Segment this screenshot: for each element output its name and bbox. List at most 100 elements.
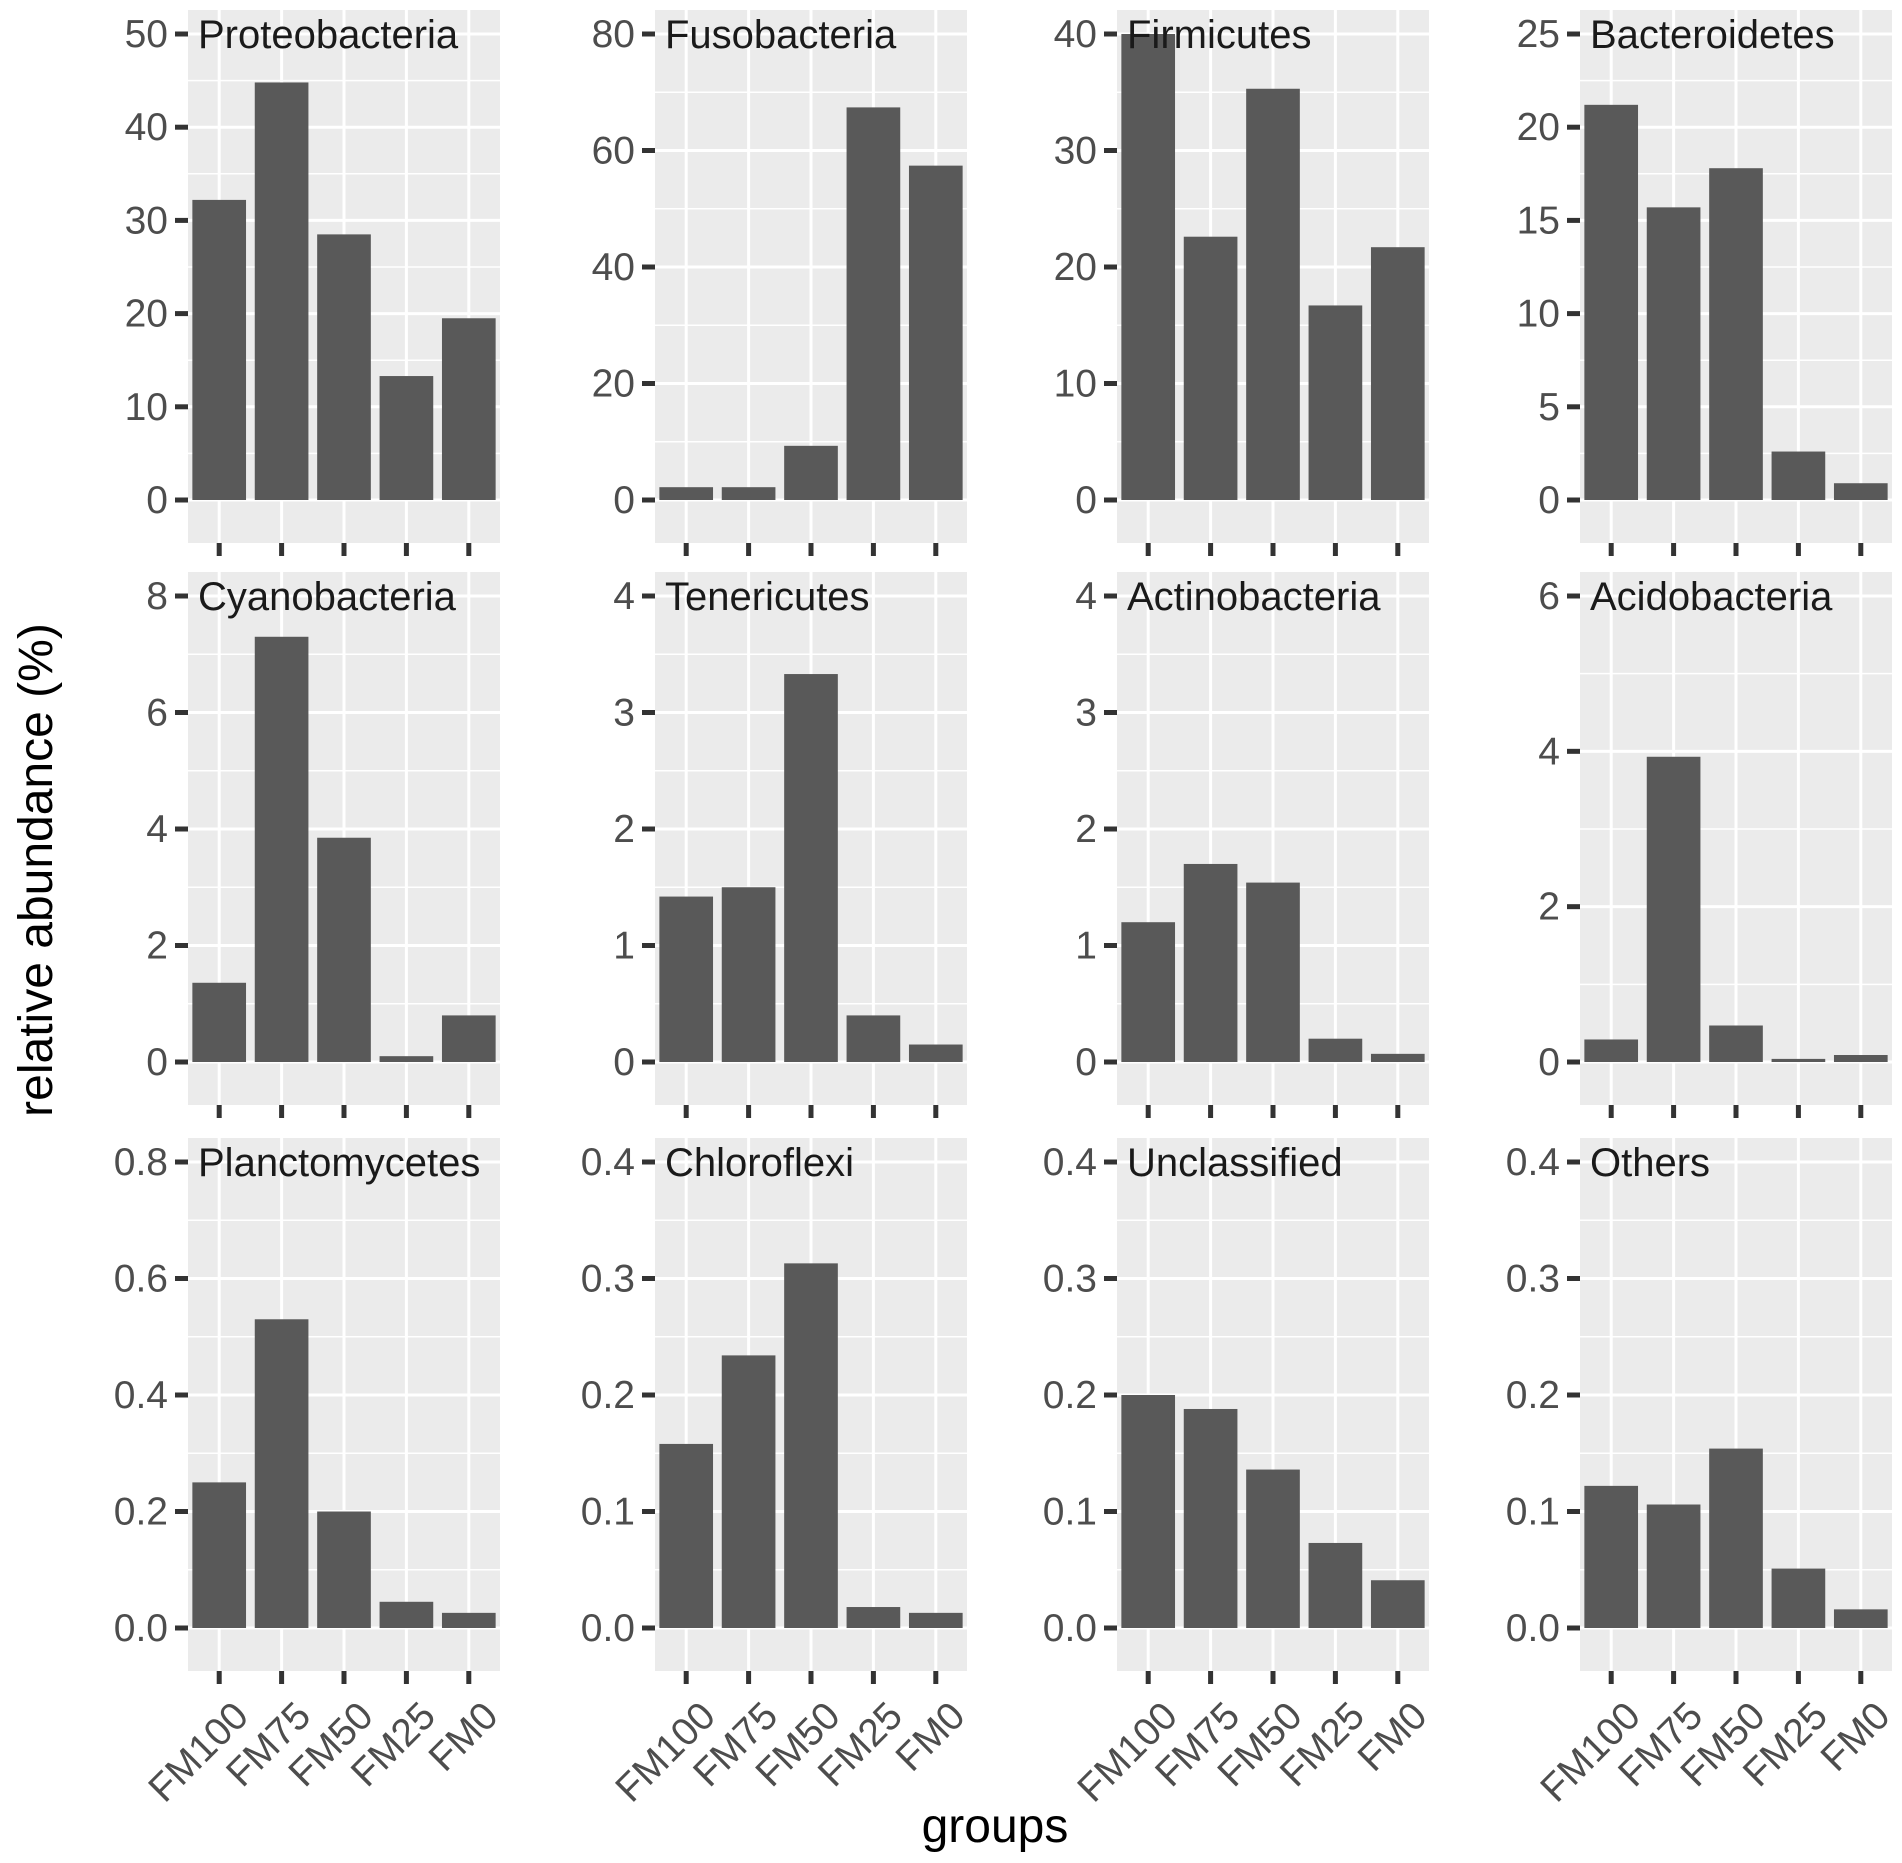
panel-planctomycetes: 0.00.20.40.60.8 PlanctomycetesFM100FM75FM… (114, 1138, 507, 1810)
y-tick-label: 25 (1517, 13, 1560, 56)
y-tick-label: 0.0 (1506, 1607, 1560, 1650)
y-tick-label: 0 (1075, 1041, 1097, 1084)
bar-tenericutes-fm25 (846, 1015, 901, 1062)
y-tick-label: 0.4 (1506, 1141, 1560, 1184)
bar-planctomycetes-fm100 (192, 1482, 247, 1628)
y-tick-label: 0.1 (581, 1491, 635, 1534)
y-tick-label: 40 (125, 106, 168, 149)
x-tick-label: FM0 (421, 1694, 507, 1780)
bar-fusobacteria-fm50 (784, 445, 838, 500)
y-tick-label: 6 (1538, 575, 1560, 618)
bar-cyanobacteria-fm100 (192, 982, 247, 1062)
y-tick-label: 4 (146, 808, 168, 851)
bar-planctomycetes-fm75 (254, 1319, 309, 1628)
panel-fusobacteria: 0 20 40 60 80 Fusobacteria (592, 10, 967, 556)
bar-actinobacteria-fm50 (1246, 882, 1300, 1062)
y-tick-label: 3 (613, 692, 635, 735)
y-tick-label: 0.1 (1506, 1491, 1560, 1534)
bar-acidobacteria-fm50 (1709, 1025, 1763, 1062)
panel-tenericutes: 0 1 2 3 4 Tenericutes (613, 572, 967, 1118)
bar-firmicutes-fm75 (1183, 236, 1238, 500)
y-tick-label: 2 (1075, 808, 1097, 851)
bar-planctomycetes-fm25 (379, 1601, 434, 1628)
y-tick-label: 3 (1075, 692, 1097, 735)
facet-title: Unclassified (1127, 1141, 1343, 1185)
y-tick-label: 0.1 (1043, 1491, 1097, 1534)
y-tick-label: 10 (1517, 293, 1560, 336)
y-tick-label: 0.0 (1043, 1607, 1097, 1650)
bar-chloroflexi-fm75 (721, 1355, 776, 1628)
bar-firmicutes-fm50 (1246, 88, 1300, 500)
bar-bacteroidetes-fm0 (1833, 483, 1888, 500)
panel-chloroflexi: 0.00.10.20.30.4 ChloroflexiFM100FM75FM50F… (581, 1138, 974, 1810)
y-tick-label: 0 (1538, 479, 1560, 522)
bar-others-fm100 (1584, 1485, 1639, 1628)
bar-tenericutes-fm75 (721, 887, 776, 1062)
facet-title: Acidobacteria (1590, 575, 1833, 619)
facet-title: Fusobacteria (665, 13, 897, 57)
y-tick-label: 80 (592, 13, 635, 56)
bar-unclassified-fm100 (1121, 1395, 1176, 1628)
bar-bacteroidetes-fm50 (1709, 168, 1763, 500)
panel-unclassified: 0.00.10.20.30.4 UnclassifiedFM100FM75FM50… (1043, 1138, 1436, 1810)
y-tick-label: 50 (125, 13, 168, 56)
y-tick-label: 60 (592, 130, 635, 173)
y-tick-label: 0.4 (581, 1141, 635, 1184)
bar-proteobacteria-fm75 (254, 82, 309, 501)
bar-tenericutes-fm0 (908, 1044, 963, 1062)
y-tick-label: 0.2 (1506, 1374, 1560, 1417)
bar-firmicutes-fm0 (1370, 247, 1425, 500)
bar-actinobacteria-fm100 (1121, 922, 1176, 1062)
bar-proteobacteria-fm25 (379, 376, 434, 500)
bar-unclassified-fm25 (1308, 1542, 1363, 1628)
bar-chloroflexi-fm0 (908, 1612, 963, 1628)
bar-unclassified-fm50 (1246, 1469, 1300, 1628)
x-tick-label: FM0 (1813, 1694, 1899, 1780)
bar-firmicutes-fm25 (1308, 305, 1363, 500)
y-tick-label: 4 (613, 575, 635, 618)
facet-title: Bacteroidetes (1590, 13, 1835, 57)
bar-acidobacteria-fm0 (1833, 1055, 1888, 1062)
bar-proteobacteria-fm0 (441, 318, 496, 500)
facet-title: Firmicutes (1127, 13, 1311, 57)
bar-others-fm75 (1646, 1504, 1701, 1628)
y-tick-label: 0 (146, 479, 168, 522)
bar-unclassified-fm75 (1183, 1408, 1238, 1628)
y-tick-label: 2 (613, 808, 635, 851)
y-tick-label: 20 (125, 293, 168, 336)
y-tick-label: 30 (1054, 130, 1097, 173)
panel-firmicutes: 0 10 20 30 40 Firmicutes (1054, 10, 1429, 556)
bar-proteobacteria-fm50 (317, 234, 371, 500)
bar-actinobacteria-fm0 (1370, 1053, 1425, 1062)
bar-bacteroidetes-fm25 (1771, 451, 1826, 500)
y-tick-label: 0 (613, 1041, 635, 1084)
panel-bacteroidetes: 0 5 10 15 20 25 Bacteroidetes (1517, 10, 1892, 556)
panel-proteobacteria: 0 10 20 30 40 50 Proteobacteria (125, 10, 500, 556)
y-tick-label: 2 (1538, 886, 1560, 929)
bar-cyanobacteria-fm25 (379, 1056, 434, 1062)
y-tick-label: 0.2 (114, 1491, 168, 1534)
bar-fusobacteria-fm0 (908, 165, 963, 500)
y-tick-label: 4 (1538, 730, 1560, 773)
y-tick-label: 1 (1075, 925, 1097, 968)
y-tick-label: 0.2 (581, 1374, 635, 1417)
facet-title: Others (1590, 1141, 1710, 1185)
y-tick-label: 0.2 (1043, 1374, 1097, 1417)
bar-cyanobacteria-fm50 (317, 837, 371, 1062)
facet-title: Actinobacteria (1127, 575, 1381, 619)
y-tick-label: 4 (1075, 575, 1097, 618)
bar-chloroflexi-fm100 (659, 1443, 714, 1628)
x-tick-label: FM0 (1350, 1694, 1436, 1780)
panel-acidobacteria: 0 2 4 6 Acidobacteria (1538, 572, 1892, 1118)
bar-bacteroidetes-fm75 (1646, 207, 1701, 501)
bar-cyanobacteria-fm0 (441, 1015, 496, 1062)
bar-acidobacteria-fm75 (1646, 756, 1701, 1062)
bar-others-fm25 (1771, 1568, 1826, 1628)
y-axis-title: relative abundance (%) (10, 623, 63, 1117)
bar-actinobacteria-fm75 (1183, 863, 1238, 1062)
bar-others-fm50 (1709, 1448, 1763, 1628)
y-tick-label: 2 (146, 925, 168, 968)
bar-fusobacteria-fm100 (659, 487, 714, 500)
y-tick-label: 6 (146, 692, 168, 735)
x-tick-label: FM0 (888, 1694, 974, 1780)
